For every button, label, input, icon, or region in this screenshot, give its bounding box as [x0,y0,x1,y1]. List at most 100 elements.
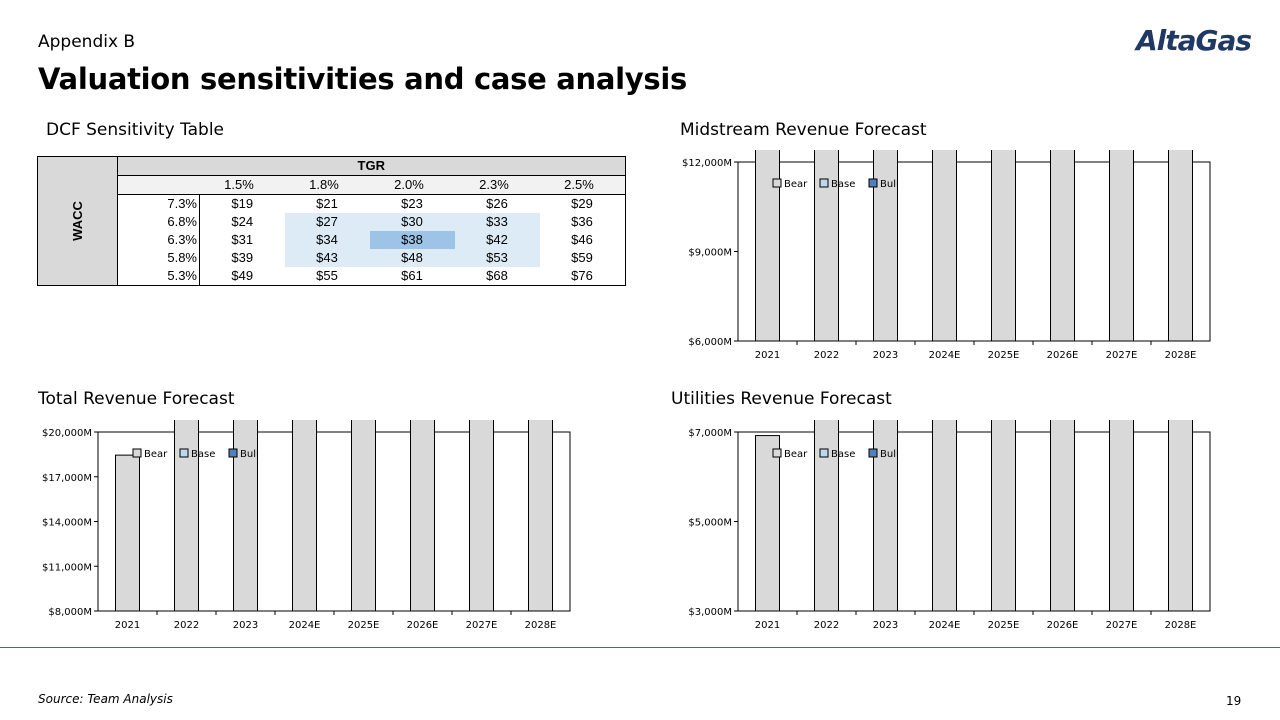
legend-swatch-bull [228,448,238,458]
legend-label: Bull [880,449,899,460]
table-cell: $55 [284,267,370,286]
table-cell: $46 [539,231,626,249]
table-cell: $43 [284,249,370,267]
table-cell: $33 [454,213,540,231]
x-tick-label: 2024E [289,620,321,631]
bar-bear [1109,420,1134,612]
x-tick-label: 2027E [1106,350,1138,361]
table-cell: $59 [539,249,626,267]
bar-bear [991,420,1016,612]
table-cell: $30 [369,213,455,231]
bar-bear [755,435,780,612]
x-tick-label: 2021 [115,620,140,631]
bar-bear [1168,420,1193,612]
y-tick-label: $11,000M [42,562,92,573]
legend-swatch-base [819,448,829,458]
legend-label: Bear [784,449,808,460]
x-tick-label: 2022 [814,620,839,631]
table-row: 7.3% $19 $21 $23 $26 $29 [38,194,626,213]
table-row: 5.3% $49 $55 $61 $68 $76 [38,267,626,286]
dcf-section-title: DCF Sensitivity Table [46,120,225,140]
x-tick-label: 2026E [1047,620,1079,631]
y-tick-label: $3,000M [688,607,732,618]
x-tick-label: 2025E [348,620,380,631]
legend-swatch-bull [868,178,878,188]
y-tick-label: $6,000M [688,337,732,348]
wacc-value: 6.8% [117,213,200,231]
x-tick-label: 2027E [1106,620,1138,631]
bar-bear [991,150,1016,342]
table-cell: $39 [231,250,254,265]
wacc-header-cell: WACC [37,156,118,286]
legend-label: Bear [784,179,808,190]
legend-swatch-bear [772,448,782,458]
bar-bear [115,454,140,612]
x-tick-label: 2025E [988,350,1020,361]
legend-swatch-bear [772,178,782,188]
wacc-header: WACC [69,201,85,241]
table-cell: $53 [454,249,540,267]
legend-label: Bull [240,449,259,460]
table-cell: $42 [454,231,540,249]
x-tick-label: 2024E [929,350,961,361]
table-cell: $34 [284,231,370,249]
bar-bear [873,420,898,612]
midstream-revenue-chart: $6,000M $9,000M $12,000M 2021 2022 2023 2024E 2… [682,150,1211,361]
x-tick-label: 2026E [1047,350,1079,361]
x-tick-label: 2023 [873,350,898,361]
y-tick-label: $12,000M [682,158,732,169]
bar-bear [351,420,376,612]
page-title: Valuation sensitivities and case analysi… [38,62,687,96]
legend-label: Bull [880,179,899,190]
x-tick-label: 2023 [873,620,898,631]
x-tick-label: 2027E [466,620,498,631]
appendix-label: Appendix B [38,32,136,52]
page-number: 19 [1226,694,1242,708]
tgr-value: 2.3% [454,175,540,195]
x-tick-label: 2025E [988,620,1020,631]
bar-bear [528,420,553,612]
table-cell: $24 [231,214,254,229]
midstream-section-title: Midstream Revenue Forecast [680,120,927,140]
bar-bear [932,150,957,342]
wacc-value: 5.8% [117,249,200,267]
dcf-sensitivity-table: WACC TGR 1.5% 1.8% 2.0% 2.3% 2.5% 7.3% $… [37,156,626,286]
tgr-value: 1.5% [199,175,285,195]
y-tick-label: $9,000M [688,248,732,259]
table-row: 6.3% $31 $34 $38 $42 $46 [38,231,626,249]
table-cell: $27 [284,213,370,231]
x-tick-label: 2023 [233,620,258,631]
legend-label: Bear [144,449,168,460]
wacc-value: 6.3% [117,231,200,249]
legend-label: Base [831,179,855,190]
x-tick-label: 2022 [814,350,839,361]
table-cell: $48 [369,249,455,267]
table-cell: $21 [316,196,338,211]
table-cell: $23 [401,196,423,211]
y-tick-label: $7,000M [688,428,732,439]
table-cell: $26 [486,196,508,211]
x-tick-label: 2028E [1165,350,1197,361]
plot-area [737,431,1211,612]
bar-bear [292,420,317,612]
utilities-revenue-chart: $3,000M $5,000M $7,000M 2021 2022 2023 2024E 20… [688,420,1211,631]
x-tick-label: 2024E [929,620,961,631]
bar-bear [1109,150,1134,342]
table-cell: $36 [539,213,626,231]
footer-divider [0,647,1280,648]
table-row: 6.8% $24 $27 $30 $33 $36 [38,213,626,231]
table-cell: $68 [454,267,540,286]
table-cell: $49 [199,267,285,286]
legend-swatch-base [819,178,829,188]
y-tick-label: $5,000M [688,518,732,529]
plot-area [97,431,571,612]
bar-bear [932,420,957,612]
x-tick-label: 2021 [755,350,780,361]
tgr-header: TGR [117,156,626,176]
legend-swatch-bear [132,448,142,458]
y-tick-label: $14,000M [42,518,92,529]
utilities-section-title: Utilities Revenue Forecast [671,389,892,409]
bar-bear [469,420,494,612]
x-tick-label: 2026E [407,620,439,631]
x-tick-label: 2022 [174,620,199,631]
